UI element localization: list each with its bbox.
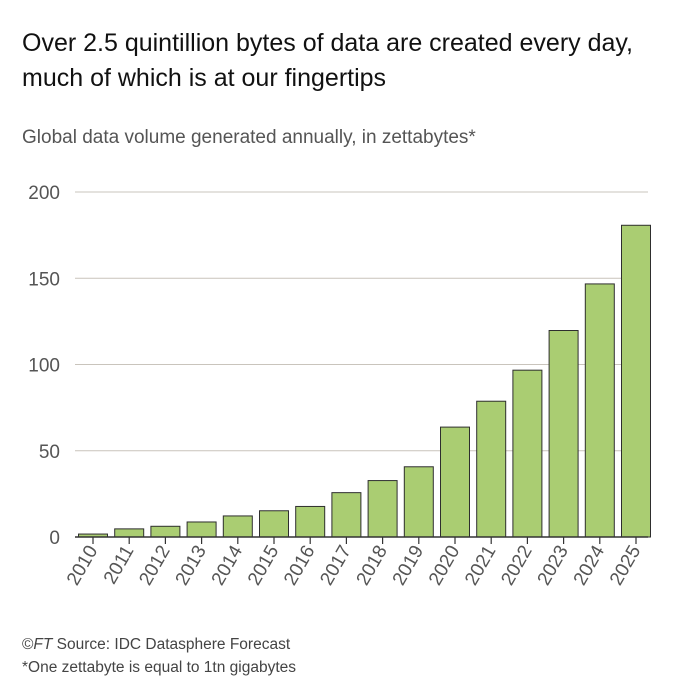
bar-2011 [114, 528, 145, 538]
x-axis-tick-labels: 2010201120122013201420152016201720182019… [63, 542, 645, 589]
bar-2016 [295, 505, 326, 538]
bar-2020 [440, 426, 470, 538]
bar-2021 [476, 400, 507, 538]
y-tick-label: 100 [28, 356, 60, 377]
chart-title: Over 2.5 quintillion bytes of data are c… [22, 29, 633, 92]
x-tick-label: 2023 [534, 542, 573, 589]
bar-2022 [512, 369, 543, 538]
source-text: Source: IDC Datasphere Forecast [52, 636, 291, 653]
x-tick-label: 2015 [244, 542, 283, 589]
x-tick-label: 2019 [389, 542, 428, 589]
bar-2014 [222, 515, 253, 538]
y-tick-label: 150 [28, 269, 60, 290]
bar-2018 [367, 480, 398, 538]
bar-2019 [403, 466, 434, 538]
x-tick-label: 2025 [606, 542, 645, 589]
x-axis [75, 536, 648, 544]
y-axis-tick-labels: 0 50 100 150 200 [28, 183, 60, 549]
bar-2012 [150, 525, 181, 538]
x-tick-label: 2016 [280, 542, 319, 589]
x-tick-label: 2024 [570, 542, 610, 589]
y-tick-label: 0 [49, 528, 60, 549]
bar-2023 [548, 330, 579, 538]
x-tick-label: 2011 [100, 542, 139, 588]
x-tick-label: 2013 [172, 542, 211, 589]
footnote: *One zettabyte is equal to 1tn gigabytes [22, 659, 297, 676]
bar-2025 [621, 224, 651, 538]
x-tick-label: 2014 [208, 542, 248, 589]
x-tick-label: 2020 [425, 542, 464, 589]
bar-2017 [331, 492, 362, 538]
ft-brand: FT [33, 636, 53, 653]
copyright-symbol: © [22, 636, 34, 653]
x-tick-label: 2018 [353, 542, 392, 589]
x-tick-label: 2012 [135, 542, 174, 589]
chart-subtitle: Global data volume generated annually, i… [22, 127, 476, 148]
x-tick-label: 2017 [316, 542, 355, 589]
source-note: ©FT Source: IDC Datasphere Forecast [22, 636, 290, 654]
bar-2013 [186, 521, 217, 538]
y-tick-label: 200 [28, 183, 60, 204]
bar-2015 [259, 510, 289, 538]
x-tick-label: 2021 [461, 542, 500, 589]
x-tick-label: 2010 [63, 542, 102, 589]
x-tick-label: 2022 [497, 542, 536, 589]
bars [78, 224, 651, 538]
bar-2024 [584, 283, 615, 538]
y-tick-label: 50 [39, 442, 60, 463]
